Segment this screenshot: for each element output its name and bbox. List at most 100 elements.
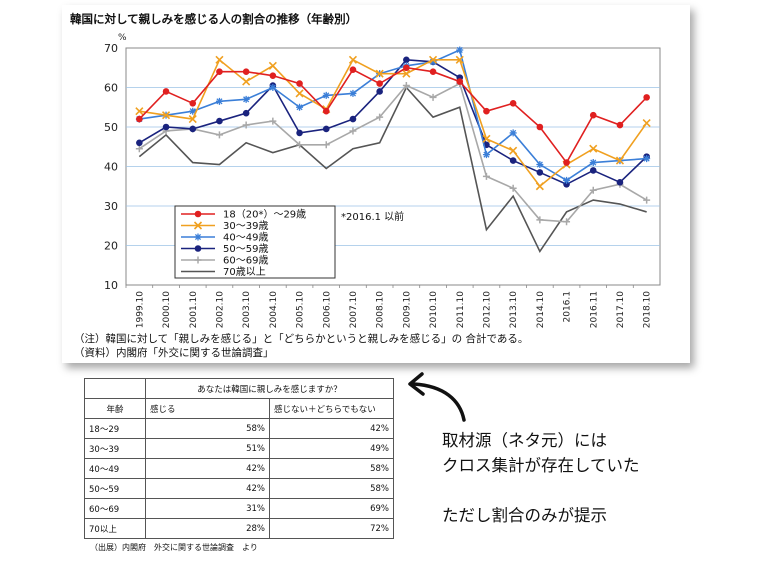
legend-marker [194,256,202,264]
row-age: 30～39 [84,438,146,459]
y-tick-label: 60 [104,82,118,95]
legend-marker [194,245,202,252]
data-point [295,89,304,98]
row-notfeel: 58% [269,478,394,499]
data-point [269,72,277,79]
x-tick-label: 2002.10 [215,291,225,328]
data-point [269,84,277,91]
data-point [616,121,624,129]
table-row: 18～29 58% 42% [84,418,394,439]
row-age: 40～49 [84,458,146,479]
data-point [482,134,491,143]
row-age: 18～29 [84,418,146,439]
row-notfeel: 69% [269,498,394,519]
y-tick-label: 70 [104,42,118,55]
data-point [216,68,223,75]
data-point [242,95,250,103]
data-point [429,58,437,66]
data-point [482,172,490,180]
row-notfeel: 72% [269,518,394,539]
chart-note: （注）韓国に対して「親しみを感じる」と「どちらかというと親しみを感じる」の 合計… [74,333,529,345]
series-line [138,86,647,254]
data-point [509,184,517,192]
data-point [589,111,597,119]
curved-arrow-icon [408,372,466,422]
data-point [642,118,651,128]
table-row: 50～59 42% 58% [84,478,394,499]
x-tick-label: 2016.11 [589,291,599,328]
data-point [428,55,438,64]
data-point [296,80,303,87]
data-point [536,216,544,224]
table-question: あなたは韓国に親しみを感じますか？ [145,378,394,399]
table-row: 40～49 42% 58% [84,458,394,479]
data-point [589,144,598,153]
data-point [536,169,544,176]
data-point [296,141,304,149]
x-tick-label: 2011.10 [456,291,466,328]
data-point [136,115,143,123]
data-point [189,125,197,133]
row-feel: 51% [145,438,270,459]
legend-label: 60～69歳 [223,255,268,267]
series-line [139,58,648,188]
data-point [376,113,384,121]
data-point [349,89,357,97]
data-point [483,107,490,115]
data-point [403,56,410,64]
data-point [456,78,464,85]
x-tick-label: 2013.10 [509,291,519,328]
series-line [139,48,647,182]
data-point [349,115,357,123]
series-line [138,82,648,223]
data-point [429,68,437,75]
data-point [348,55,358,64]
legend-label: 30～39歳 [223,220,268,232]
column-header-feel: 感じる [145,398,270,419]
data-point [536,161,544,169]
y-tick-label: 50 [104,121,118,134]
data-point [482,151,490,159]
row-feel: 42% [145,478,270,499]
chart-title: 韓国に対して親しみを感じる人の割合の推移（年齢別） [70,12,358,26]
data-point [589,159,597,167]
x-tick-label: 2008.10 [376,291,386,328]
table-header-row: あなたは韓国に親しみを感じますか？ [84,378,394,399]
table-source-note: （出展）内閣府 外交に関する世論調査 より [90,543,258,552]
cross-tab-table: あなたは韓国に親しみを感じますか？ 年齢 感じる 感じない＋どちらでもない 18… [84,378,394,539]
data-point [162,88,170,95]
data-point [322,125,330,133]
row-feel: 42% [145,458,270,479]
chart-source: （資料）内閣府「外交に関する世論調査」 [74,347,274,359]
data-point [536,123,544,131]
x-tick-label: 2003.10 [242,291,252,328]
x-tick-label: 2001.10 [189,291,199,328]
data-point [242,68,250,75]
row-feel: 31% [145,498,270,519]
data-point [589,186,597,194]
legend-marker [193,221,203,230]
legend-note: *2016.1 以前 [341,210,404,223]
x-tick-label: 2005.10 [296,291,306,328]
legend-marker [194,233,202,241]
data-point [215,55,224,64]
data-point [189,100,197,107]
y-tick-label: 30 [104,200,118,213]
data-point [269,117,277,125]
data-point [189,107,197,115]
data-point [535,182,544,191]
row-feel: 28% [145,518,270,539]
x-tick-label: 2014.10 [536,291,546,328]
y-unit-label: % [118,33,127,43]
x-tick-label: 2017.10 [616,291,626,328]
table-row: 60～69 31% 69% [84,498,394,519]
x-tick-label: 2012.10 [482,291,492,328]
line-chart: 10 20 30 40 50 60 70% 1999.10 2000.10 2001.10 2002… [104,33,661,328]
x-tick-label: 2016.1 [563,291,573,323]
legend-marker [194,210,202,218]
legend-label: 40～49歳 [223,232,268,244]
data-point [509,100,517,107]
table-row: 70以上 28% 72% [84,518,394,539]
data-point [563,159,570,166]
data-point [589,167,597,174]
